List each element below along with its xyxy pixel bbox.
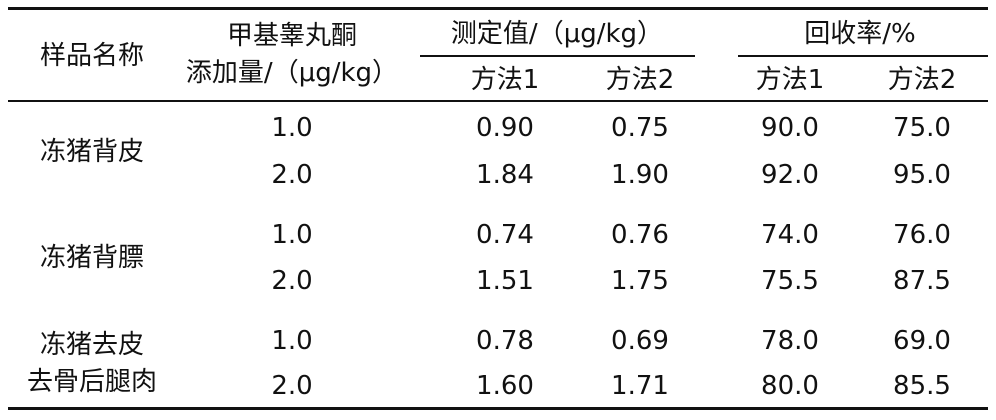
sub-rule — [738, 55, 988, 57]
header-rule — [8, 100, 988, 102]
data-cell: 87.5 — [893, 266, 951, 296]
sample-name: 冻猪背膘 — [39, 243, 145, 273]
data-cell: 92.0 — [761, 160, 819, 190]
data-cell: 0.76 — [611, 220, 669, 250]
header-cell: 样品名称 — [39, 41, 145, 71]
data-cell: 0.74 — [476, 220, 534, 250]
data-cell: 78.0 — [761, 326, 819, 356]
sample-name: 冻猪去皮 — [39, 330, 145, 360]
data-cell: 1.0 — [271, 220, 313, 250]
data-cell: 90.0 — [761, 113, 819, 143]
data-cell: 1.60 — [476, 371, 534, 401]
subheader-cell: 方法1 — [470, 65, 540, 95]
data-cell: 0.69 — [611, 326, 669, 356]
data-cell: 85.5 — [893, 371, 951, 401]
sub-rule — [420, 55, 695, 57]
data-cell: 80.0 — [761, 371, 819, 401]
data-cell: 1.71 — [611, 371, 669, 401]
subheader-cell: 方法2 — [605, 65, 675, 95]
data-cell: 2.0 — [271, 266, 313, 296]
header-cell: 回收率/% — [804, 19, 916, 49]
top-rule — [8, 7, 988, 10]
data-cell: 0.75 — [611, 113, 669, 143]
data-cell: 2.0 — [271, 371, 313, 401]
data-cell: 75.5 — [761, 266, 819, 296]
header-cell: 添加量/（μg/kg） — [185, 58, 399, 88]
data-cell: 1.75 — [611, 266, 669, 296]
data-cell: 76.0 — [893, 220, 951, 250]
subheader-cell: 方法1 — [755, 65, 825, 95]
header-cell: 甲基睾丸酮 — [226, 21, 358, 51]
data-cell: 95.0 — [893, 160, 951, 190]
sample-name: 冻猪背皮 — [39, 136, 145, 167]
header-cell: 测定值/（μg/kg） — [450, 19, 664, 49]
subheader-cell: 方法2 — [887, 65, 957, 95]
data-cell: 0.90 — [476, 113, 534, 143]
data-cell: 69.0 — [893, 326, 951, 356]
data-cell: 1.51 — [476, 266, 534, 296]
data-cell: 75.0 — [893, 113, 951, 143]
sample-name: 去骨后腿肉 — [26, 367, 158, 397]
data-cell: 74.0 — [761, 220, 819, 250]
data-cell: 1.84 — [476, 160, 534, 190]
data-cell: 1.90 — [611, 160, 669, 190]
data-cell: 1.0 — [271, 113, 313, 143]
data-cell: 2.0 — [271, 160, 313, 190]
bottom-rule — [8, 407, 988, 410]
data-cell: 0.78 — [476, 326, 534, 356]
data-cell: 1.0 — [271, 326, 313, 356]
